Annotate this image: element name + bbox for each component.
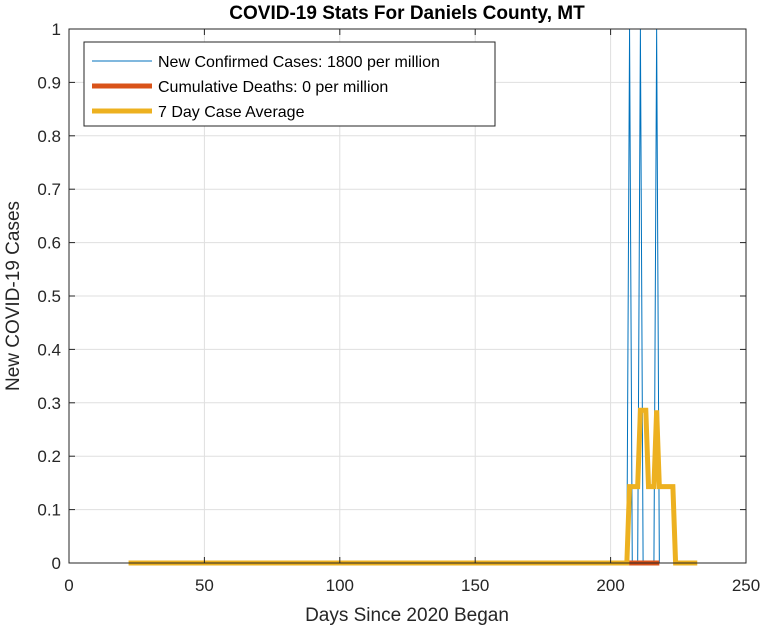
y-tick-label: 0.4 <box>37 340 61 359</box>
y-tick-label: 0 <box>52 554 61 573</box>
y-axis-label: New COVID-19 Cases <box>3 201 24 391</box>
y-tick-label: 0.2 <box>37 447 61 466</box>
legend-label-new-cases: New Confirmed Cases: 1800 per million <box>158 54 440 71</box>
x-tick-label: 0 <box>64 576 73 595</box>
axis-ticks: 0 50 100 150 200 250 0 0.1 0.2 0.3 0.4 0.5 0.6 0.7 0.8… <box>37 20 760 595</box>
x-tick-label: 150 <box>461 576 489 595</box>
y-tick-label: 0.3 <box>37 394 61 413</box>
legend: New Confirmed Cases: 1800 per million Cu… <box>83 41 496 127</box>
y-tick-label: 0.1 <box>37 501 61 520</box>
y-tick-label: 0.8 <box>37 127 61 146</box>
legend-box <box>83 41 496 127</box>
legend-label-7-day-average: 7 Day Case Average <box>158 104 305 121</box>
x-tick-label: 50 <box>195 576 214 595</box>
y-tick-label: 0.9 <box>37 73 61 92</box>
legend-label-cumulative-deaths: Cumulative Deaths: 0 per million <box>158 79 388 96</box>
y-tick-label: 0.6 <box>37 234 61 253</box>
y-tick-label: 0.7 <box>37 180 61 199</box>
x-tick-label: 250 <box>732 576 760 595</box>
y-tick-label: 0.5 <box>37 287 61 306</box>
chart-title: COVID-19 Stats For Daniels County, MT <box>229 3 585 24</box>
x-axis-label: Days Since 2020 Began <box>305 605 509 626</box>
series-line-7-day-average <box>128 407 698 566</box>
y-tick-label: 1 <box>52 20 61 39</box>
x-tick-label: 100 <box>326 576 354 595</box>
x-tick-label: 200 <box>596 576 624 595</box>
